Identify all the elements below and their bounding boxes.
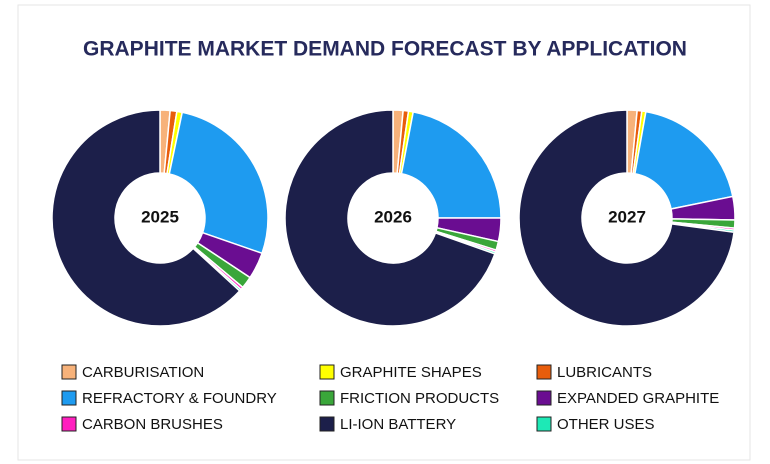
- chart-title: GRAPHITE MARKET DEMAND FORECAST BY APPLI…: [83, 38, 687, 61]
- center-label: 2025: [141, 207, 179, 226]
- legend-label: EXPANDED GRAPHITE: [557, 390, 719, 407]
- donut-hole: [348, 173, 438, 263]
- legend-swatch: [536, 364, 552, 380]
- legend-swatch: [319, 390, 335, 406]
- legend-swatch: [319, 416, 335, 432]
- legend-swatch: [61, 364, 77, 380]
- legend-swatch: [536, 416, 552, 432]
- legend-label: FRICTION PRODUCTS: [340, 390, 499, 407]
- donut-hole: [115, 173, 205, 263]
- legend-label: CARBON BRUSHES: [82, 416, 223, 433]
- slice: [168, 111, 269, 255]
- legend-label: LI-ION BATTERY: [340, 416, 456, 433]
- legend-swatch: [319, 364, 335, 380]
- donut-hole: [582, 173, 672, 263]
- legend-swatch: [61, 416, 77, 432]
- legend-label: LUBRICANTS: [557, 364, 652, 381]
- legend-swatch: [61, 390, 77, 406]
- legend-label: CARBURISATION: [82, 364, 204, 381]
- slice: [400, 111, 502, 219]
- center-label: 2027: [608, 207, 646, 226]
- legend-label: REFRACTORY & FOUNDRY: [82, 390, 277, 407]
- legend-swatch: [536, 390, 552, 406]
- legend-label: OTHER USES: [557, 416, 655, 433]
- legend-label: GRAPHITE SHAPES: [340, 364, 482, 381]
- center-label: 2026: [374, 207, 412, 226]
